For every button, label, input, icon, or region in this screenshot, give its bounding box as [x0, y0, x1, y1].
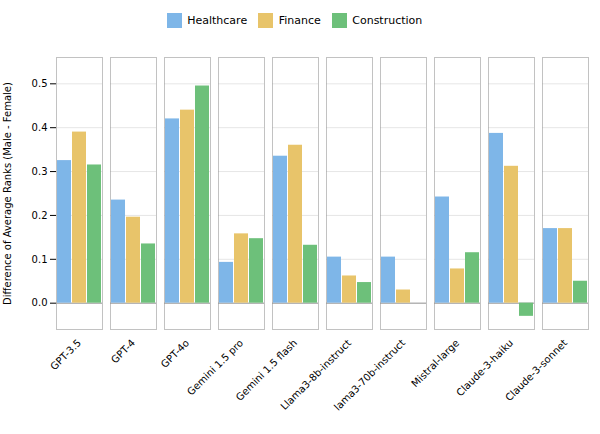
svg-text:Gemini 1.5 pro: Gemini 1.5 pro [185, 337, 245, 397]
svg-text:Gemini 1.5 flash: Gemini 1.5 flash [233, 336, 300, 403]
svg-text:0.0: 0.0 [32, 297, 48, 308]
svg-text:Llama3-8b-instruct: Llama3-8b-instruct [278, 336, 354, 412]
svg-text:Claude-3-sonnet: Claude-3-sonnet [503, 337, 569, 403]
html-text:Healthcare: Healthcare [187, 14, 248, 27]
svg-text:Mistral-large: Mistral-large [409, 337, 461, 389]
svg-text:GPT-3.5: GPT-3.5 [48, 337, 83, 372]
svg-text:Claude-3-haiku: Claude-3-haiku [454, 337, 515, 398]
html-text:Construction: Construction [352, 14, 423, 27]
svg-text:0.2: 0.2 [32, 209, 48, 220]
svg-text:Difference of Average Ranks (M: Difference of Average Ranks (Male - Fema… [2, 82, 13, 305]
svg-text:0.1: 0.1 [32, 253, 48, 264]
html-text:Finance: Finance [278, 14, 321, 27]
svg-text:lama3-70b-instruct: lama3-70b-instruct [332, 337, 407, 412]
svg-text:0.3: 0.3 [32, 165, 48, 176]
svg-text:GPT-4o: GPT-4o [159, 337, 192, 370]
svg-text:0.4: 0.4 [32, 121, 48, 132]
svg-text:0.5: 0.5 [32, 78, 48, 89]
svg-text:GPT-4: GPT-4 [109, 337, 137, 365]
